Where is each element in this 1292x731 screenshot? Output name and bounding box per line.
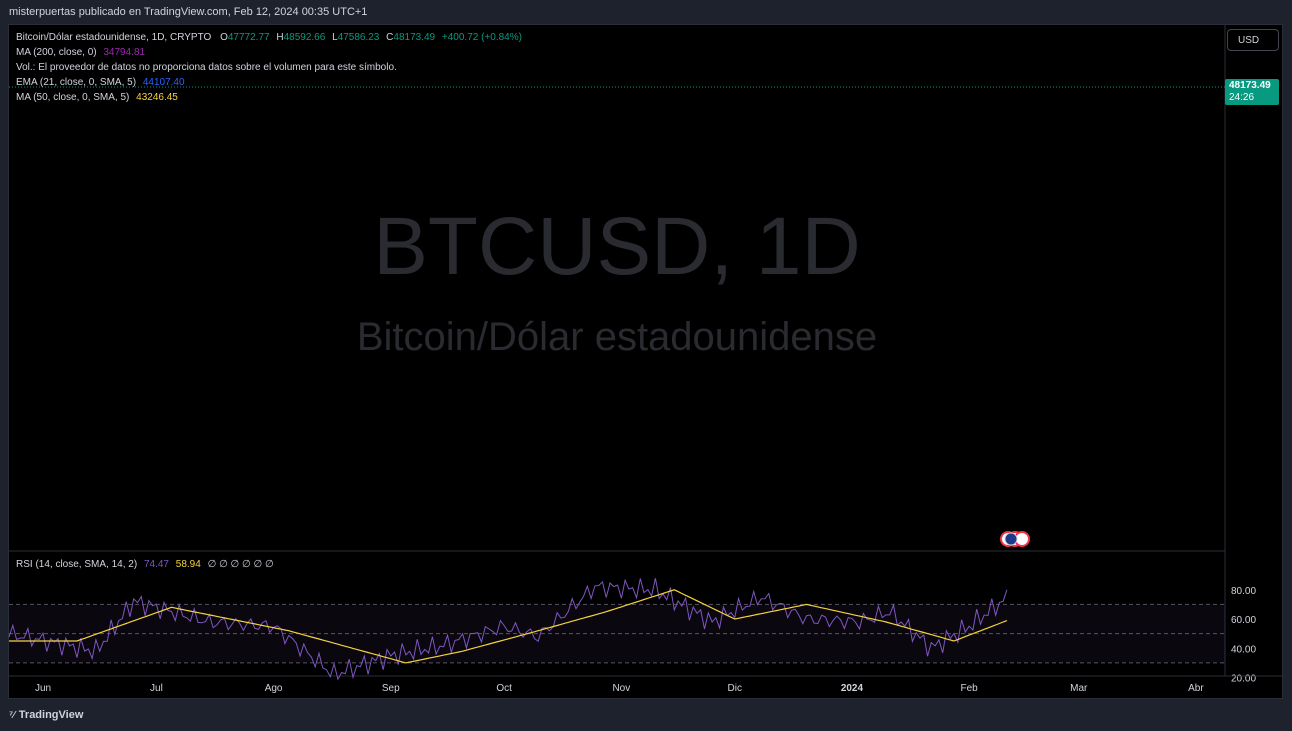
l-label: L [332, 32, 338, 43]
rsi-extra: ∅ ∅ ∅ ∅ ∅ ∅ [207, 559, 274, 570]
footer: ⁷⁄ TradingView [0, 700, 1292, 731]
ma50-value: 43246.45 [136, 92, 178, 103]
rsi-legend[interactable]: RSI (14, close, SMA, 14, 2) 74.47 58.94 … [16, 558, 274, 571]
published-note: misterpuertas publicado en TradingView.c… [9, 6, 368, 18]
ma50-label: MA (50, close, 0, SMA, 5) [16, 92, 130, 103]
last-price-tag: 48173.49 24:26 [1225, 79, 1279, 105]
l-value: 47586.23 [337, 32, 380, 43]
x-tick-label: Jun [35, 683, 51, 694]
x-tick-label: Sep [382, 683, 400, 694]
rsi-tick-label: 60.00 [1231, 615, 1256, 626]
rsi-ma-line [9, 589, 1008, 664]
x-tick-label: Oct [496, 683, 512, 694]
h-value: 48592.66 [283, 32, 326, 43]
top-bar: misterpuertas publicado en TradingView.c… [0, 0, 1292, 24]
watermark-ticker: BTCUSD, 1D [373, 201, 861, 292]
volume-note: Vol.: El proveedor de datos no proporcio… [16, 62, 397, 73]
c-label: C [386, 32, 394, 43]
last-price: 48173.49 [1229, 80, 1271, 91]
x-tick-label: Abr [1188, 683, 1204, 694]
rsi-line [8, 578, 1008, 681]
ma200-label: MA (200, close, 0) [16, 47, 97, 58]
rsi-band-background [9, 604, 1225, 663]
rsi-tick-label: 40.00 [1231, 644, 1256, 655]
x-tick-label: Jul [150, 683, 163, 694]
rsi-label: RSI (14, close, SMA, 14, 2) [16, 559, 138, 570]
x-tick-label: Mar [1070, 683, 1088, 694]
rsi-ma-value: 58.94 [175, 559, 201, 570]
ema21-legend[interactable]: EMA (21, close, 0, SMA, 5) 44107.40 [16, 76, 185, 89]
y-tick-label: 21750.00 [1231, 0, 1273, 1]
x-tick-label: Dic [728, 683, 742, 694]
ema21-label: EMA (21, close, 0, SMA, 5) [16, 77, 137, 88]
tv-icon: ⁷⁄ [9, 710, 15, 721]
tradingview-logo[interactable]: ⁷⁄ TradingView [9, 709, 83, 721]
c-value: 48173.49 [393, 32, 436, 43]
symbol-name: Bitcoin/Dólar estadounidense, 1D, CRYPTO [16, 32, 212, 43]
brand-label: TradingView [18, 709, 84, 721]
change-value: +400.72 (+0.84%) [441, 32, 522, 43]
x-tick-label: Nov [612, 683, 630, 694]
watermark-description: Bitcoin/Dólar estadounidense [357, 315, 877, 359]
ema21-value: 44107.40 [142, 77, 185, 88]
rsi-value: 74.47 [143, 559, 169, 570]
x-tick-label: 2024 [841, 683, 864, 694]
x-tick-label: Ago [265, 683, 283, 694]
ma200-value: 34794.81 [103, 47, 146, 58]
currency-button[interactable]: USD [1227, 29, 1279, 51]
rsi-tick-label: 20.00 [1231, 674, 1256, 685]
h-label: H [276, 32, 284, 43]
us-flag-icon[interactable] [1004, 532, 1018, 546]
ma50-legend[interactable]: MA (50, close, 0, SMA, 5) 43246.45 [16, 91, 178, 104]
volume-legend[interactable]: Vol.: El proveedor de datos no proporcio… [16, 61, 397, 74]
symbol-legend[interactable]: Bitcoin/Dólar estadounidense, 1D, CRYPTO… [16, 31, 522, 44]
o-label: O [220, 32, 228, 43]
x-tick-label: Feb [961, 683, 979, 694]
ma200-legend[interactable]: MA (200, close, 0) 34794.81 [16, 46, 145, 59]
chart-frame[interactable] [8, 24, 1283, 699]
events-icons[interactable] [1000, 531, 1030, 547]
rsi-tick-label: 80.00 [1231, 586, 1256, 597]
countdown: 24:26 [1229, 92, 1255, 103]
o-value: 47772.77 [227, 32, 270, 43]
